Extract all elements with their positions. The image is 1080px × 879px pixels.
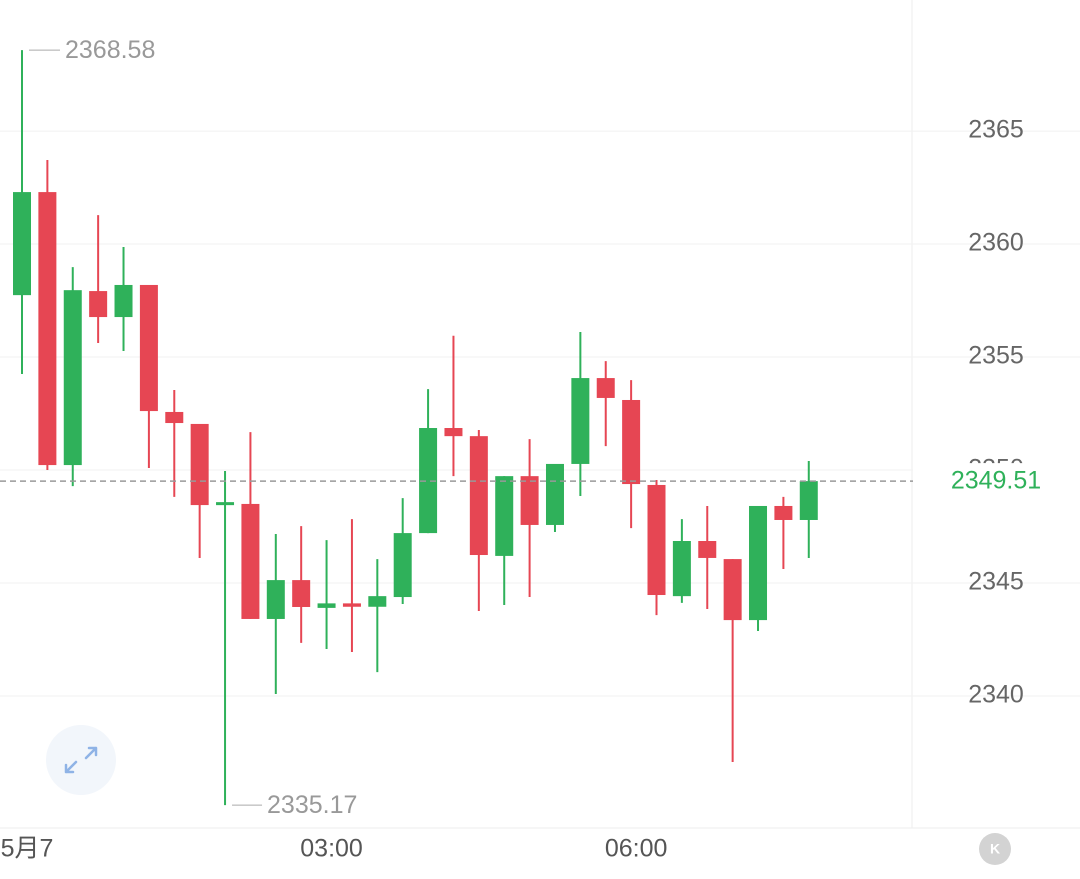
- expand-icon: [64, 746, 98, 774]
- candle-body: [622, 399, 641, 485]
- candle-body: [317, 603, 336, 608]
- candle-body: [13, 192, 31, 296]
- candle-body: [114, 284, 133, 318]
- candle-body: [495, 476, 514, 556]
- candle-body: [368, 596, 387, 607]
- candle-body: [292, 580, 311, 607]
- y-tick-label: 2365: [968, 116, 1024, 144]
- overlay: 2349.51 2368.58 2335.17: [0, 36, 1080, 819]
- candle-body: [139, 284, 158, 412]
- candle-body: [241, 503, 260, 619]
- y-tick-label: 2340: [968, 681, 1024, 709]
- candle-body: [723, 559, 742, 621]
- candle-body: [799, 481, 818, 520]
- low-label: 2335.17: [267, 791, 357, 819]
- k-icon: K: [990, 841, 1000, 857]
- candle-body: [698, 541, 717, 558]
- y-tick-label: 2345: [968, 568, 1024, 596]
- candle-body: [444, 428, 463, 437]
- y-tick-label: 2360: [968, 229, 1024, 257]
- x-tick-label: 03:00: [300, 835, 363, 863]
- x-tick-label: 5月7: [1, 835, 54, 863]
- candle-body: [89, 291, 108, 318]
- x-tick-label: 06:00: [605, 835, 668, 863]
- high-label: 2368.58: [65, 36, 155, 64]
- candle-body: [63, 290, 82, 466]
- expand-button[interactable]: [46, 725, 116, 795]
- candle-body: [38, 192, 57, 466]
- candle-body: [774, 505, 793, 520]
- candle-body: [216, 502, 235, 506]
- candle-body: [749, 505, 768, 621]
- candle-body: [647, 484, 666, 596]
- y-tick-label: 2355: [968, 342, 1024, 370]
- candle-body: [419, 428, 438, 534]
- candle-body: [266, 580, 285, 619]
- candle-body: [545, 463, 564, 525]
- candle-body: [596, 378, 615, 398]
- candle-body: [165, 411, 184, 424]
- candle-body: [393, 533, 412, 598]
- last-price-label: 2349.51: [951, 467, 1041, 495]
- candle-body: [672, 541, 691, 597]
- candle-body: [469, 436, 488, 556]
- last-price-tag: [913, 463, 1080, 500]
- k-button[interactable]: [979, 833, 1011, 865]
- candle-body: [571, 378, 590, 464]
- candles: [13, 50, 818, 806]
- candle-body: [520, 476, 539, 525]
- candle-body: [190, 423, 209, 506]
- candle-body: [342, 603, 361, 607]
